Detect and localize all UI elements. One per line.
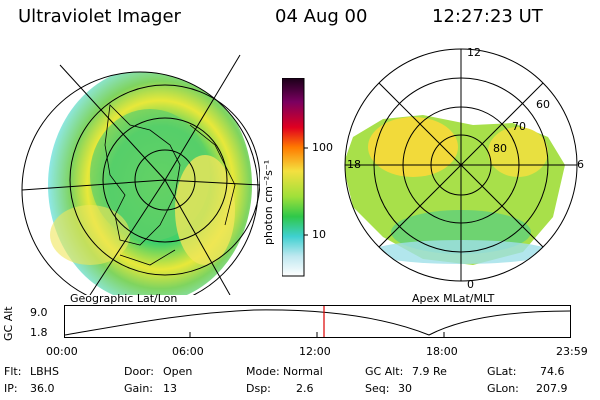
- info-flt-key: Flt:: [4, 365, 22, 378]
- info-glat-value: 74.6: [540, 365, 565, 378]
- altitude-ytick-max: 9.0: [30, 306, 48, 319]
- instrument-title: Ultraviolet Imager: [18, 6, 181, 27]
- altitude-xtick-1800: 18:00: [426, 345, 458, 358]
- altitude-xtick-1200: 12:00: [299, 345, 331, 358]
- altitude-ytick-min: 1.8: [30, 326, 48, 339]
- colorbar: [282, 78, 308, 277]
- altitude-ylabel: GC Alt: [2, 306, 15, 341]
- info-dsp-key: Dsp:: [246, 382, 271, 395]
- info-ip-key: IP:: [4, 382, 18, 395]
- info-glat-key: GLat:: [487, 365, 517, 378]
- mlat-label-80: 80: [493, 142, 507, 155]
- info-seq-value: 30: [398, 382, 412, 395]
- info-mode-key: Mode:: [246, 365, 280, 378]
- info-ip-value: 36.0: [30, 382, 55, 395]
- altitude-plot: [64, 305, 571, 338]
- altitude-xtick-0000: 00:00: [46, 345, 78, 358]
- colorbar-unit-label: photon cm⁻²s⁻¹: [262, 159, 275, 245]
- info-door-value: Open: [163, 365, 193, 378]
- info-glon-value: 207.9: [536, 382, 568, 395]
- mlat-label-70: 70: [512, 120, 526, 133]
- info-mode-value: Normal: [283, 365, 323, 378]
- info-seq-key: Seq:: [365, 382, 390, 395]
- altitude-xtick-0600: 06:00: [172, 345, 204, 358]
- info-flt-value: LBHS: [30, 365, 59, 378]
- info-gcalt-key: GC Alt:: [365, 365, 404, 378]
- altitude-xtick-2359: 23:59: [556, 345, 588, 358]
- mlt-label-12: 12: [467, 46, 481, 59]
- colorbar-tick-10: 10: [312, 228, 326, 241]
- colorbar-tick-100: 100: [312, 141, 333, 154]
- info-door-key: Door:: [124, 365, 154, 378]
- geographic-panel-label: Geographic Lat/Lon: [70, 292, 178, 305]
- time-label: 12:27:23 UT: [432, 6, 543, 27]
- mlt-label-18: 18: [347, 158, 361, 171]
- magnetic-panel-label: Apex MLat/MLT: [412, 292, 495, 305]
- info-gain-key: Gain:: [124, 382, 153, 395]
- info-gain-value: 13: [163, 382, 177, 395]
- info-glon-key: GLon:: [487, 382, 519, 395]
- info-gcalt-value: 7.9 Re: [412, 365, 447, 378]
- geographic-image: [21, 54, 260, 295]
- date-label: 04 Aug 00: [275, 6, 368, 27]
- mlt-label-0: 0: [467, 278, 474, 291]
- mlt-label-6: 6: [577, 158, 584, 171]
- magnetic-image: [344, 48, 578, 282]
- mlat-label-60: 60: [536, 98, 550, 111]
- info-dsp-value: 2.6: [296, 382, 314, 395]
